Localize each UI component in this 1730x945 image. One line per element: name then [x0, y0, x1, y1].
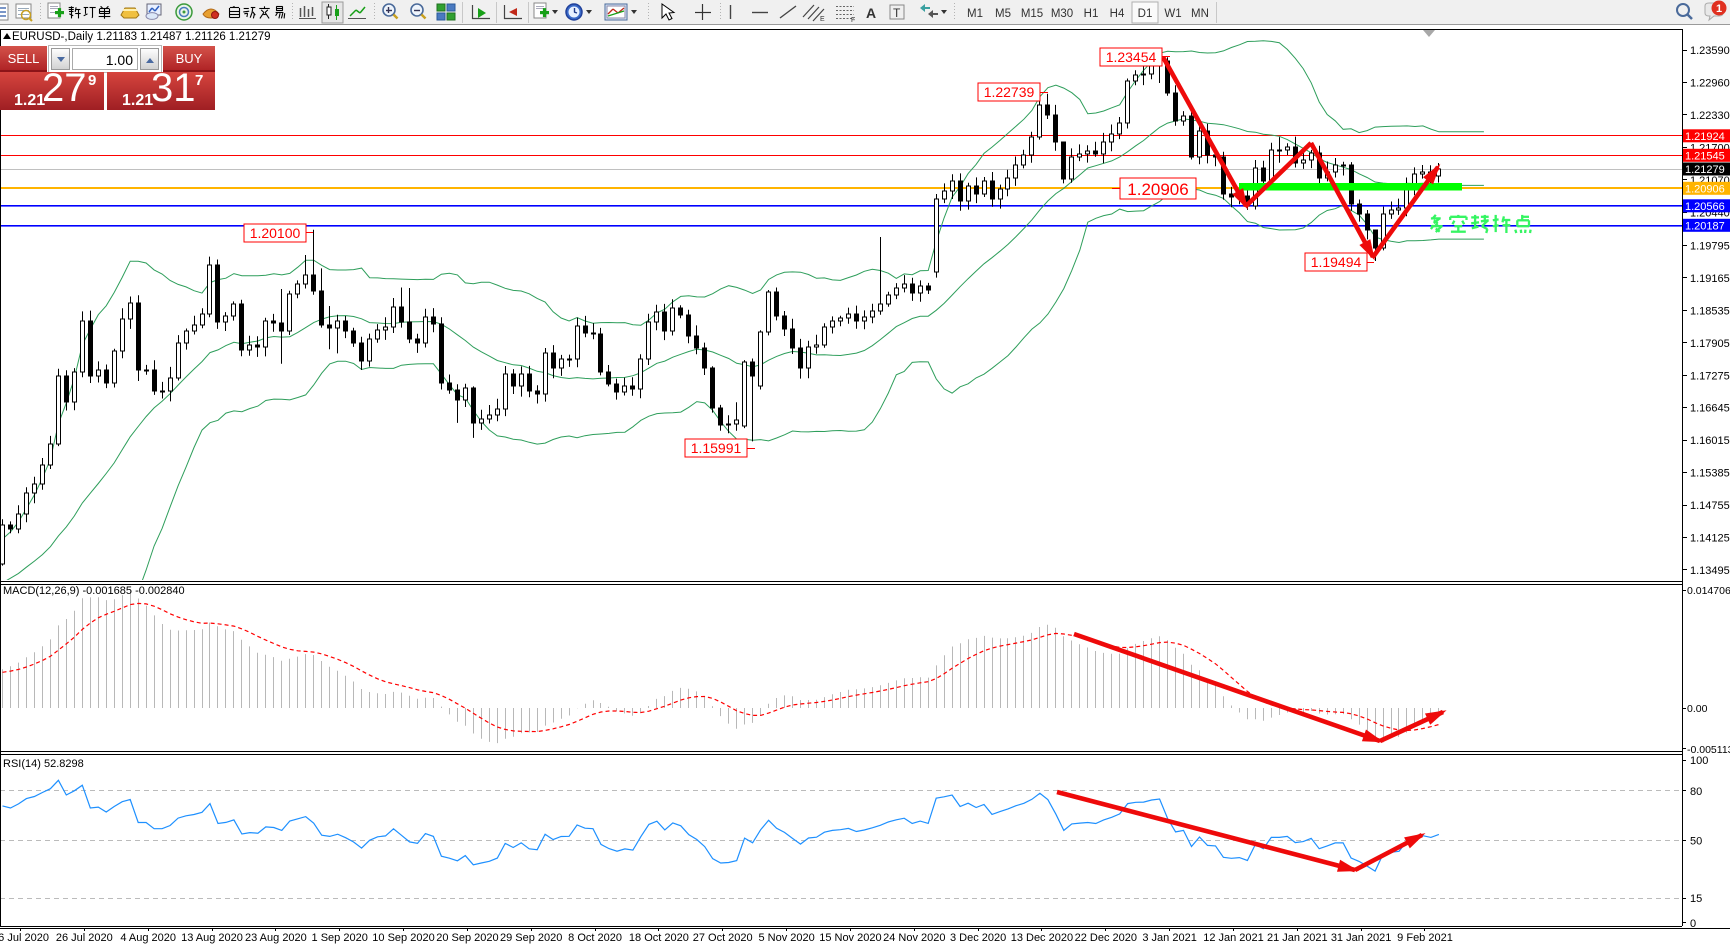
svg-text:1.17905: 1.17905 — [1690, 338, 1730, 350]
svg-text:W1: W1 — [1164, 8, 1181, 20]
svg-text:1.21924: 1.21924 — [1685, 131, 1725, 143]
svg-text:-0.005113: -0.005113 — [1687, 744, 1730, 756]
svg-text:20 Sep 2020: 20 Sep 2020 — [436, 932, 498, 944]
svg-text:1.20100: 1.20100 — [250, 225, 301, 241]
svg-text:M30: M30 — [1051, 8, 1073, 20]
svg-text:15: 15 — [1690, 893, 1702, 905]
svg-text:1.20566: 1.20566 — [1685, 201, 1725, 213]
svg-text:M1: M1 — [967, 8, 983, 20]
svg-text:A: A — [866, 5, 876, 21]
svg-text:4 Aug 2020: 4 Aug 2020 — [120, 932, 176, 944]
svg-text:1.14125: 1.14125 — [1690, 533, 1730, 545]
svg-text:24 Nov 2020: 24 Nov 2020 — [883, 932, 945, 944]
svg-text:23 Aug 2020: 23 Aug 2020 — [245, 932, 307, 944]
svg-text:1.15385: 1.15385 — [1690, 468, 1730, 480]
svg-text:1.17275: 1.17275 — [1690, 370, 1730, 382]
svg-text:1.19494: 1.19494 — [1311, 254, 1362, 270]
svg-text:1.20906: 1.20906 — [1685, 183, 1725, 195]
svg-text:0.014706: 0.014706 — [1687, 585, 1730, 597]
svg-text:D1: D1 — [1138, 8, 1153, 20]
svg-text:1.19165: 1.19165 — [1690, 273, 1730, 285]
svg-text:MN: MN — [1191, 8, 1209, 20]
svg-text:E: E — [820, 16, 825, 23]
svg-text:8 Oct 2020: 8 Oct 2020 — [568, 932, 622, 944]
svg-text:0.00: 0.00 — [1687, 703, 1708, 715]
svg-text:EURUSD-,Daily 1.21183 1.21487: EURUSD-,Daily 1.21183 1.21487 1.21126 1.… — [12, 31, 271, 43]
svg-text:M15: M15 — [1021, 8, 1043, 20]
svg-text:1.23590: 1.23590 — [1690, 45, 1730, 57]
svg-text:1: 1 — [1716, 3, 1722, 15]
svg-text:1.19795: 1.19795 — [1690, 241, 1730, 253]
svg-text:1.15991: 1.15991 — [691, 440, 742, 456]
svg-text:1.22330: 1.22330 — [1690, 110, 1730, 122]
svg-text:22 Dec 2020: 22 Dec 2020 — [1075, 932, 1137, 944]
svg-text:RSI(14) 52.8298: RSI(14) 52.8298 — [3, 758, 84, 770]
svg-text:15 Nov 2020: 15 Nov 2020 — [819, 932, 881, 944]
svg-text:16 Jul 2020: 16 Jul 2020 — [0, 932, 49, 944]
svg-text:1.20906: 1.20906 — [1127, 180, 1188, 199]
svg-text:F: F — [851, 17, 855, 24]
svg-text:31 Jan 2021: 31 Jan 2021 — [1331, 932, 1392, 944]
svg-text:MACD(12,26,9) -0.001685 -0.002: MACD(12,26,9) -0.001685 -0.002840 — [3, 585, 185, 597]
svg-text:1.23454: 1.23454 — [1106, 49, 1157, 65]
svg-text:3 Jan 2021: 3 Jan 2021 — [1142, 932, 1196, 944]
svg-text:1.13495: 1.13495 — [1690, 565, 1730, 577]
svg-text:1.20187: 1.20187 — [1685, 220, 1725, 232]
svg-text:1.14755: 1.14755 — [1690, 500, 1730, 512]
svg-text:10 Sep 2020: 10 Sep 2020 — [372, 932, 434, 944]
svg-text:M5: M5 — [995, 8, 1011, 20]
svg-text:H4: H4 — [1110, 8, 1125, 20]
svg-text:100: 100 — [1690, 755, 1708, 767]
svg-text:9 Feb 2021: 9 Feb 2021 — [1397, 932, 1453, 944]
svg-text:3 Dec 2020: 3 Dec 2020 — [950, 932, 1006, 944]
svg-text:21 Jan 2021: 21 Jan 2021 — [1267, 932, 1328, 944]
svg-text:1.16645: 1.16645 — [1690, 403, 1730, 415]
svg-text:1.18535: 1.18535 — [1690, 305, 1730, 317]
svg-text:1.21279: 1.21279 — [1685, 164, 1725, 176]
svg-text:1.22739: 1.22739 — [984, 84, 1035, 100]
svg-text:H1: H1 — [1084, 8, 1099, 20]
svg-text:13 Dec 2020: 13 Dec 2020 — [1011, 932, 1073, 944]
svg-text:27 Oct 2020: 27 Oct 2020 — [693, 932, 753, 944]
svg-text:0: 0 — [1690, 918, 1696, 930]
svg-text:1.22960: 1.22960 — [1690, 78, 1730, 90]
svg-text:1.16015: 1.16015 — [1690, 435, 1730, 447]
svg-text:T: T — [893, 6, 901, 20]
svg-text:80: 80 — [1690, 786, 1702, 798]
svg-text:50: 50 — [1690, 836, 1702, 848]
svg-text:29 Sep 2020: 29 Sep 2020 — [500, 932, 562, 944]
svg-text:1 Sep 2020: 1 Sep 2020 — [312, 932, 368, 944]
svg-text:5 Nov 2020: 5 Nov 2020 — [758, 932, 814, 944]
svg-text:12 Jan 2021: 12 Jan 2021 — [1203, 932, 1264, 944]
svg-text:13 Aug 2020: 13 Aug 2020 — [181, 932, 243, 944]
svg-text:26 Jul 2020: 26 Jul 2020 — [56, 932, 113, 944]
svg-text:18 Oct 2020: 18 Oct 2020 — [629, 932, 689, 944]
svg-text:1.21545: 1.21545 — [1685, 150, 1725, 162]
